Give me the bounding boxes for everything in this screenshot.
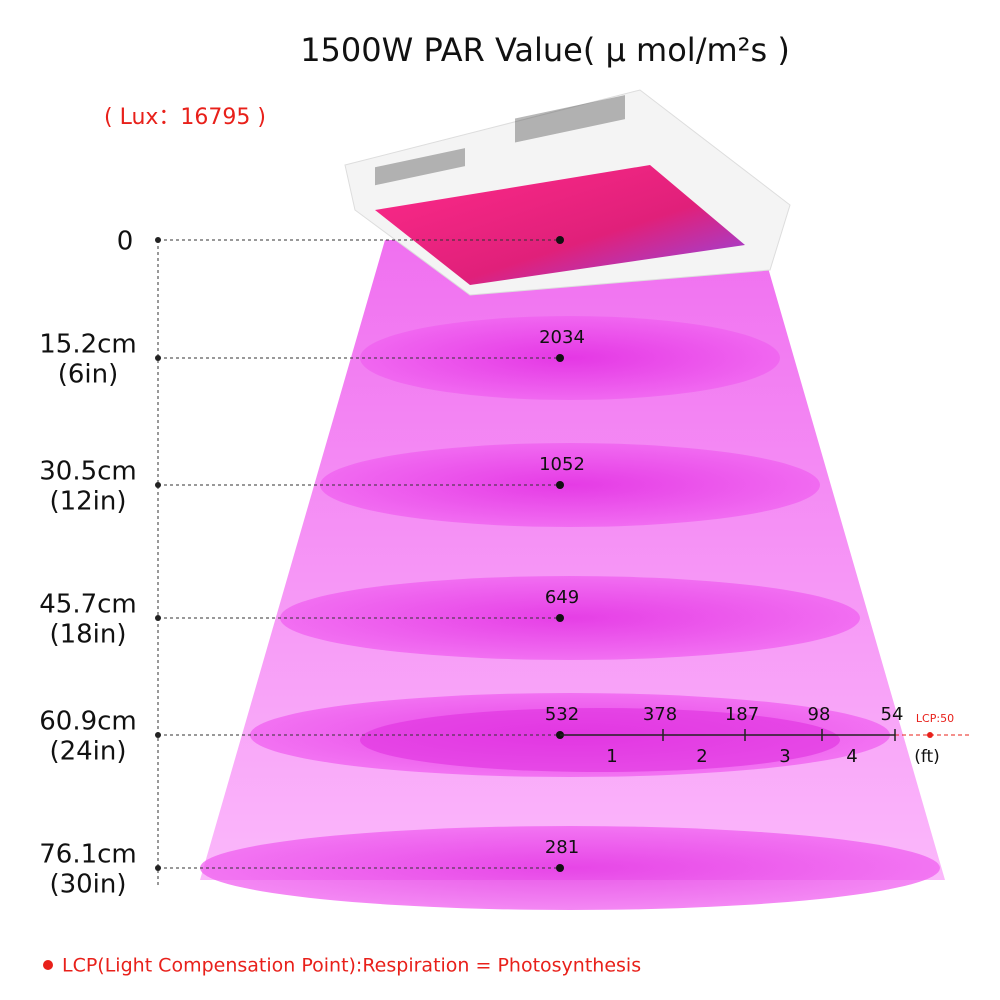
light-ring bbox=[360, 316, 780, 400]
par-value: 2034 bbox=[539, 327, 585, 348]
level-dot bbox=[155, 865, 161, 871]
spread-value: 98 bbox=[808, 704, 831, 725]
distance-cm: 60.9cm bbox=[39, 707, 137, 737]
spread-feet: 3 bbox=[779, 746, 790, 767]
distance-in: (30in) bbox=[49, 870, 126, 900]
distance-in: (18in) bbox=[49, 620, 126, 650]
light-ring bbox=[280, 576, 860, 660]
spread-value: 54 bbox=[881, 704, 904, 725]
par-value: 1052 bbox=[539, 454, 585, 475]
par-value: 532 bbox=[545, 704, 579, 725]
title: 1500W PAR Value( μ mol/m²s ) bbox=[300, 31, 790, 69]
footer: LCP(Light Compensation Point):Respiratio… bbox=[62, 955, 641, 977]
level-dot bbox=[155, 355, 161, 361]
center-dot bbox=[556, 864, 564, 872]
level-dot bbox=[155, 732, 161, 738]
light-ring-inner bbox=[360, 708, 840, 772]
distance-cm: 30.5cm bbox=[39, 457, 137, 487]
spread-value: 187 bbox=[725, 704, 759, 725]
lux: ( Lux：16795 ) bbox=[104, 105, 266, 130]
distance-in: (24in) bbox=[49, 737, 126, 767]
level-dot bbox=[155, 615, 161, 621]
distance-cm: 15.2cm bbox=[39, 330, 137, 360]
center-dot bbox=[556, 236, 564, 244]
level-dot bbox=[155, 237, 161, 243]
spread-feet: 2 bbox=[696, 746, 707, 767]
spread-feet: 1 bbox=[606, 746, 617, 767]
distance-cm: 76.1cm bbox=[39, 840, 137, 870]
center-dot bbox=[556, 614, 564, 622]
bullet bbox=[43, 960, 53, 970]
level-dot bbox=[155, 482, 161, 488]
distance-in: (6in) bbox=[58, 360, 119, 390]
spread-feet: 4 bbox=[846, 746, 857, 767]
light-ring bbox=[320, 443, 820, 527]
par-value: 649 bbox=[545, 587, 579, 608]
lcp-label: LCP:50 bbox=[916, 712, 954, 725]
center-dot bbox=[556, 481, 564, 489]
center-dot bbox=[556, 354, 564, 362]
lamp bbox=[344, 89, 791, 296]
light-ring bbox=[200, 826, 940, 910]
distance-cm: 0 bbox=[117, 227, 134, 257]
distance-cm: 45.7cm bbox=[39, 590, 137, 620]
lcp-dot bbox=[927, 732, 933, 738]
spread-unit: (ft) bbox=[914, 747, 940, 767]
distance-in: (12in) bbox=[49, 487, 126, 517]
spread-value: 378 bbox=[643, 704, 677, 725]
par-value: 281 bbox=[545, 837, 579, 858]
